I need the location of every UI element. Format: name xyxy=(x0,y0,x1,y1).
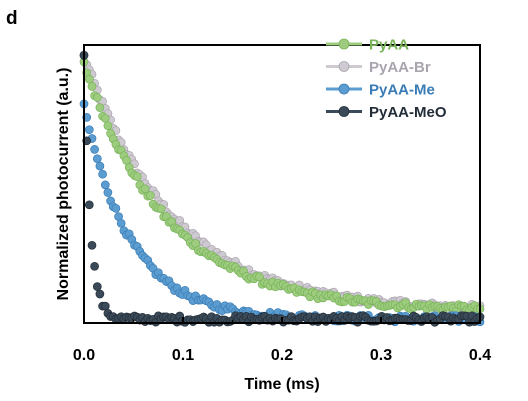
data-point xyxy=(100,301,110,311)
data-point xyxy=(95,161,105,171)
data-point xyxy=(92,93,102,102)
legend-marker xyxy=(338,106,350,117)
y-axis-title: Normalized photocurrent (a.u.) xyxy=(55,68,72,301)
data-point xyxy=(84,200,94,210)
legend-item-pyaa-br: PyAA-Br xyxy=(326,59,431,76)
data-point xyxy=(90,145,99,154)
legend-label: PyAA-MeO xyxy=(369,104,447,121)
legend-marker xyxy=(338,38,350,50)
data-point xyxy=(95,103,105,112)
x-tick-label: 0.4 xyxy=(469,347,491,364)
data-point xyxy=(132,172,142,182)
legend-label: PyAA-Br xyxy=(369,59,431,76)
legend-item-pyaa-meo: PyAA-MeO xyxy=(326,104,447,121)
data-point xyxy=(84,125,94,135)
series-pyaa xyxy=(79,57,485,316)
x-tick-label: 0.1 xyxy=(172,347,194,364)
x-axis: 0.0 0.1 0.2 0.3 0.4 xyxy=(73,317,491,364)
data-point xyxy=(146,191,155,200)
x-tick-label: 0.2 xyxy=(271,347,293,364)
x-tick-label: 0.0 xyxy=(73,347,95,364)
data-point xyxy=(84,74,94,84)
legend: PyAA PyAA-Br PyAA-Me PyAA-MeO xyxy=(326,37,447,121)
data-point xyxy=(103,121,113,131)
legend-marker xyxy=(338,61,350,72)
legend-marker xyxy=(338,83,350,95)
data-point xyxy=(87,82,97,91)
x-axis-title: Time (ms) xyxy=(244,376,319,393)
legend-item-pyaa-me: PyAA-Me xyxy=(326,82,435,99)
x-tick-label: 0.3 xyxy=(370,347,392,364)
legend-label: PyAA-Me xyxy=(369,82,435,99)
data-point xyxy=(95,289,105,299)
series-pyaa-meo xyxy=(79,51,485,327)
legend-label: PyAA xyxy=(369,37,409,54)
data-point xyxy=(92,282,102,291)
data-point xyxy=(103,188,113,197)
data-point xyxy=(92,154,102,164)
data-point xyxy=(90,261,99,271)
data-point xyxy=(87,240,97,250)
legend-item-pyaa: PyAA xyxy=(326,37,409,54)
panel-label: d xyxy=(6,8,18,29)
data-point xyxy=(100,113,110,123)
data-point xyxy=(98,169,107,179)
data-point xyxy=(116,218,126,228)
data-point xyxy=(111,203,121,213)
series-pyaa-me xyxy=(79,99,485,327)
data-point xyxy=(100,180,110,190)
data-point xyxy=(140,184,150,194)
data-point xyxy=(156,204,166,214)
